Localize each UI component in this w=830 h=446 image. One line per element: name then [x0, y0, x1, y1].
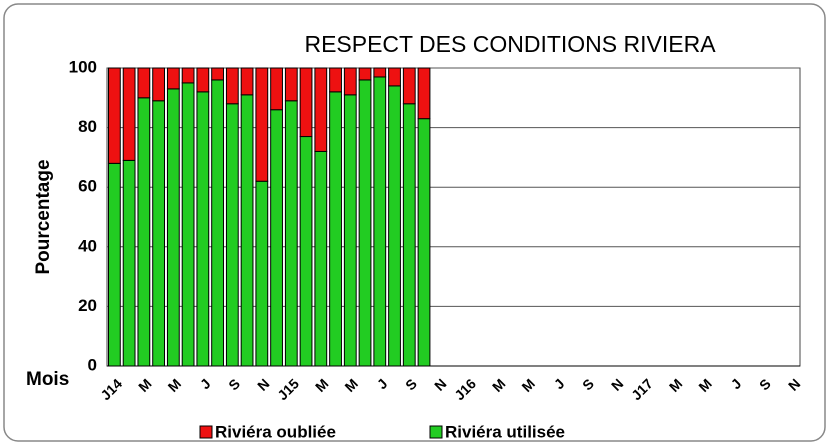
- bar-segment: [211, 67, 224, 81]
- x-axis-label: Mois: [26, 369, 69, 390]
- bar-segment: [255, 180, 269, 367]
- y-tick-label: 80: [78, 117, 97, 136]
- bar-segment: [181, 67, 195, 84]
- y-tick-label: 40: [78, 236, 97, 255]
- bar-segment: [329, 91, 342, 367]
- bar-segment: [373, 76, 387, 367]
- bar-segment: [417, 118, 431, 367]
- bar-segment: [122, 159, 136, 367]
- bar-segment: [225, 103, 239, 367]
- legend-label: Riviéra utilisée: [445, 422, 565, 441]
- bar-segment: [107, 162, 121, 367]
- bar-segment: [284, 100, 298, 367]
- bar-segment: [137, 97, 151, 367]
- chart-title: RESPECT DES CONDITIONS RIVIERA: [304, 31, 716, 57]
- bar-segment: [388, 85, 401, 367]
- bar-segment: [211, 79, 224, 367]
- bar-segment: [137, 67, 151, 99]
- legend-label: Riviéra oubliée: [215, 422, 336, 441]
- bar-segment: [402, 67, 416, 105]
- bar-segment: [314, 67, 328, 152]
- y-tick-label: 100: [69, 57, 97, 76]
- bar-segment: [225, 67, 239, 105]
- bar-segment: [122, 67, 136, 161]
- bar-segment: [166, 67, 180, 90]
- bar-segment: [196, 91, 210, 367]
- bar-segment: [417, 67, 431, 120]
- bar-segment: [270, 109, 283, 367]
- bar-segment: [373, 67, 387, 78]
- bar-segment: [343, 94, 357, 367]
- bar-segment: [284, 67, 298, 102]
- bar-segment: [402, 103, 416, 367]
- bar-segment: [181, 82, 195, 367]
- y-tick-label: 20: [78, 296, 97, 315]
- legend-swatch: [199, 425, 213, 439]
- bar-segment: [240, 67, 254, 96]
- bar-segment: [343, 67, 357, 96]
- bar-segment: [240, 94, 254, 367]
- bar-segment: [388, 67, 401, 87]
- y-tick-label: 0: [88, 355, 97, 374]
- bar-segment: [299, 67, 313, 138]
- bar-segment: [196, 67, 210, 93]
- legend-swatch: [429, 425, 443, 439]
- bar-segment: [314, 150, 328, 367]
- bar-segment: [358, 79, 372, 367]
- bar-segment: [166, 88, 180, 367]
- y-axis-label: Pourcentage: [33, 159, 54, 274]
- y-tick-label: 60: [78, 177, 97, 196]
- bar-segment: [270, 67, 283, 111]
- plot-area: [106, 67, 801, 367]
- bar-segment: [299, 136, 313, 367]
- bar-segment: [329, 67, 342, 93]
- bar-segment: [358, 67, 372, 81]
- bar-segment: [152, 67, 166, 102]
- bar-segment: [152, 100, 166, 367]
- bar-segment: [107, 67, 121, 164]
- bar-segment: [255, 67, 269, 182]
